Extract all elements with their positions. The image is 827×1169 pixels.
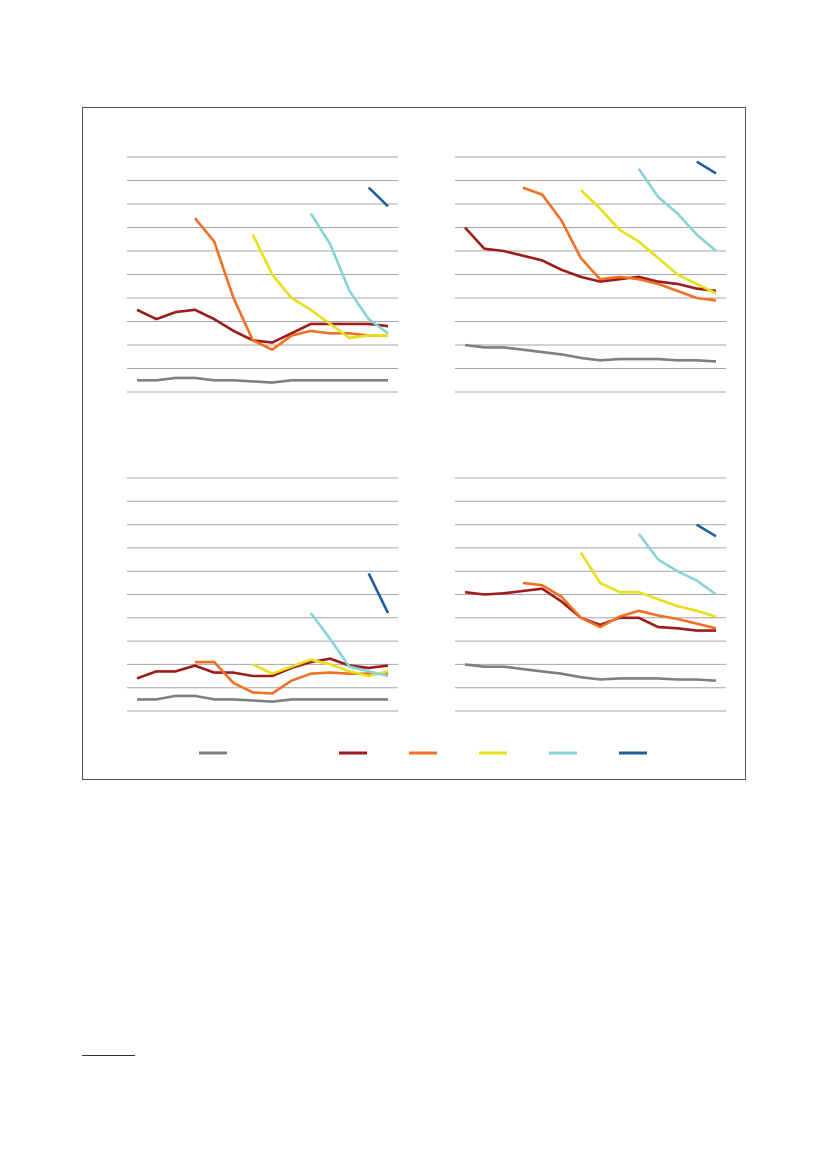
series-line-1 [464,226,717,293]
series-line-4 [637,168,717,252]
series-line-1 [136,308,389,344]
series-line-3 [251,233,388,340]
series-line-3 [579,551,717,618]
footnote-separator [82,1055,135,1056]
series-line-0 [137,694,388,703]
series-line-0 [464,343,717,363]
series-line-5 [367,186,389,208]
chart-panel-bottom-left [127,477,398,712]
chart-panel-bottom-right [455,477,726,712]
series-line-4 [637,533,717,596]
series-line-2 [193,217,388,351]
series-line-3 [252,658,389,678]
series-line-0 [137,376,388,384]
series-line-4 [309,212,389,335]
figure-frame [82,107,746,780]
series-line-2 [522,186,717,302]
chart-panel-top-left [127,156,398,393]
series-line-4 [309,612,389,678]
series-line-5 [696,523,717,538]
series-line-0 [464,663,717,682]
series-line-3 [579,188,717,295]
series-line-1 [136,657,389,680]
series-line-5 [367,572,390,614]
chart-panel-top-right [455,156,726,393]
series-line-5 [696,160,717,175]
series-line-2 [522,581,717,630]
